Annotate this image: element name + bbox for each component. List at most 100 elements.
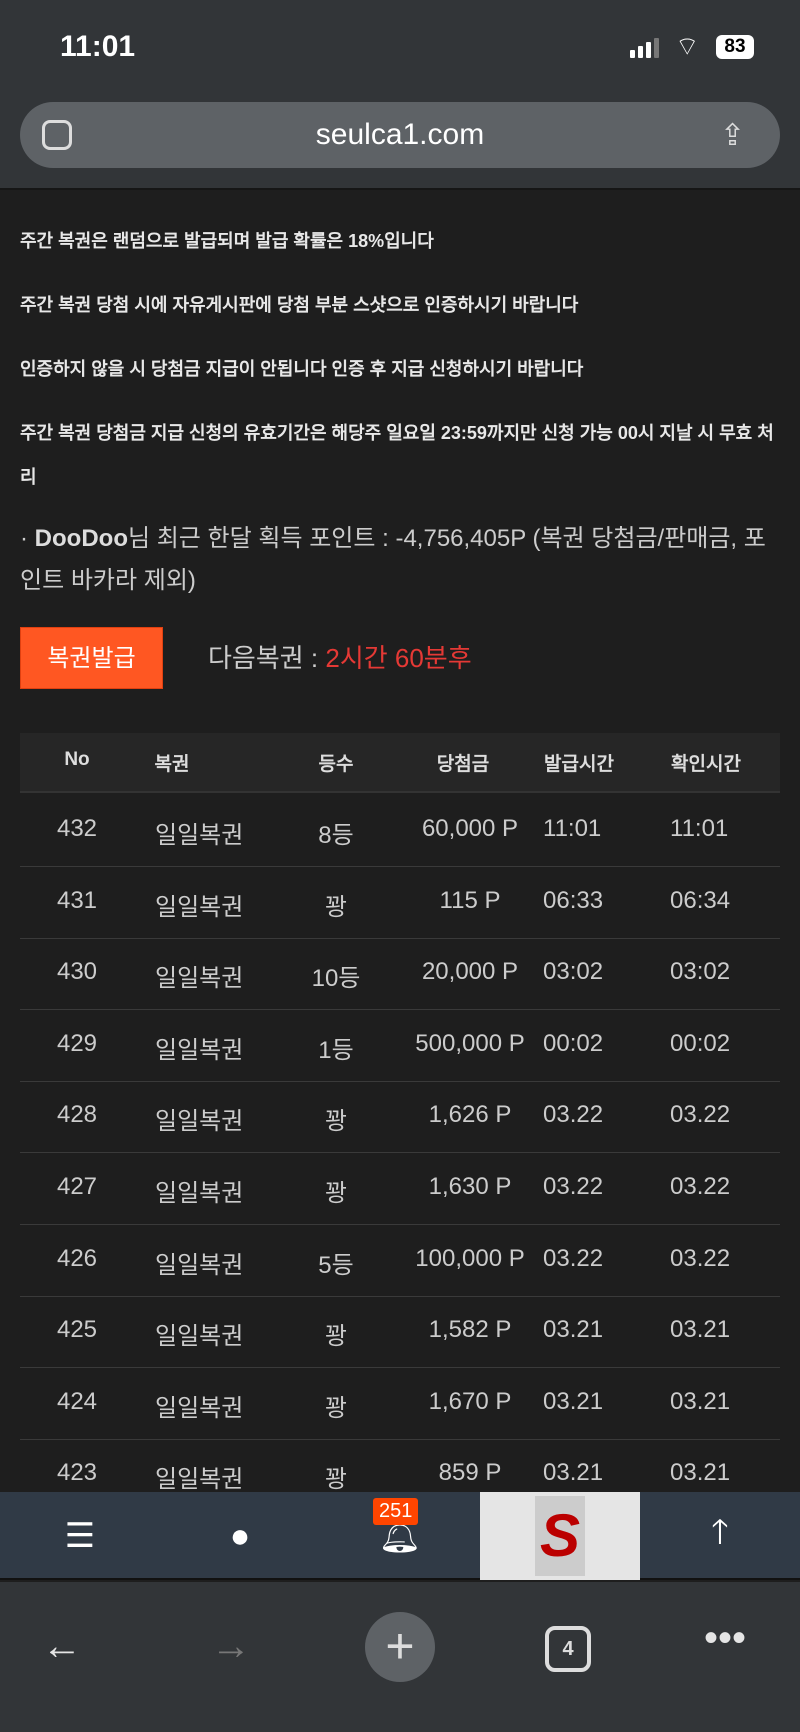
cell-rank: 5등 — [318, 1251, 354, 1279]
cell-lottery: 일일복권 — [155, 1108, 244, 1136]
cell-lottery: 일일복권 — [155, 822, 244, 849]
cell-prize: 100,000 P — [415, 1244, 525, 1272]
cell-rank: 꽝 — [324, 1394, 348, 1422]
browser-toolbar: ← → + 4 ••• — [0, 1582, 800, 1732]
cell-lottery: 일일복권 — [155, 1036, 244, 1064]
cell-issued: 06:33 — [543, 886, 604, 914]
header-checked: 확인시간 — [671, 754, 741, 775]
user-icon[interactable]: ● — [229, 1516, 251, 1555]
cell-no: 427 — [56, 1173, 98, 1200]
cell-checked: 03.22 — [670, 1101, 731, 1129]
share-icon[interactable]: ⇪ — [720, 119, 746, 152]
cell-rank: 꽝 — [324, 1108, 348, 1136]
cell-prize: 60,000 P — [421, 815, 519, 842]
status-time: 11:01 — [60, 30, 136, 63]
notice-line: 주간 복권 당첨금 지급 신청의 유효기간은 해당주 일요일 23:59까지만 … — [20, 423, 774, 487]
cell-no: 424 — [56, 1387, 98, 1415]
notification-badge: 251 — [373, 1498, 419, 1525]
cell-prize: 859 P — [438, 1459, 502, 1487]
table-row: 432 일일복권 8등 60,000 P 11:01 11:01 — [20, 795, 780, 867]
cell-prize: 20,000 P — [421, 958, 519, 986]
cell-prize: 115 P — [439, 886, 501, 914]
cell-prize: 1,626 P — [428, 1101, 512, 1129]
scroll-top-icon[interactable]: 🡑 — [711, 1512, 729, 1551]
forward-icon[interactable]: → — [211, 1624, 251, 1668]
bullet: · — [20, 525, 35, 552]
cell-prize: 1,630 P — [428, 1173, 512, 1200]
cell-prize: 1,582 P — [428, 1316, 512, 1344]
site-logo[interactable]: S — [480, 1492, 640, 1580]
table-row: 428 일일복권 꽝 1,626 P 03.22 03.22 — [20, 1081, 780, 1154]
cell-issued: 00:02 — [543, 1029, 604, 1057]
cell-lottery: 일일복권 — [155, 1180, 244, 1207]
cell-issued: 03.21 — [543, 1316, 604, 1344]
notice-line: 주간 복권 당첨 시에 자유게시판에 당첨 부분 스샷으로 인증하시기 바랍니다 — [20, 295, 579, 315]
cell-no: 428 — [56, 1101, 98, 1129]
cell-lottery: 일일복권 — [155, 1323, 244, 1351]
table-header: No 복권 등수 당첨금 발급시간 확인시간 — [20, 733, 780, 793]
cell-no: 425 — [56, 1316, 98, 1344]
menu-icon[interactable]: ☰ — [64, 1517, 96, 1555]
browser-header: 11:01 ⌔ 83 seulca1.com ⇪ — [0, 0, 800, 190]
header-no: No — [64, 749, 90, 770]
header-rank: 등수 — [318, 754, 354, 775]
table-row: 425 일일복권 꽝 1,582 P 03.21 03.21 — [20, 1296, 780, 1369]
cell-checked: 03.22 — [670, 1173, 731, 1200]
table-row: 431 일일복권 꽝 115 P 06:33 06:34 — [20, 867, 780, 939]
cell-checked: 11:01 — [670, 815, 729, 842]
cell-checked: 03.22 — [670, 1244, 731, 1272]
next-time: 2시간 60분후 — [325, 643, 472, 673]
site-bottom-nav: ☰ ● 🔔︎ 251 S 🡑 — [0, 1492, 800, 1580]
url-text[interactable]: seulca1.com — [315, 118, 485, 151]
battery-icon: 83 — [716, 35, 754, 59]
cell-lottery: 일일복권 — [155, 1251, 244, 1279]
cell-rank: 꽝 — [324, 893, 348, 921]
cell-prize: 1,670 P — [428, 1387, 512, 1415]
cell-no: 426 — [56, 1244, 98, 1272]
cell-checked: 06:34 — [670, 886, 731, 914]
cell-lottery: 일일복권 — [155, 893, 244, 921]
cell-issued: 03.21 — [543, 1459, 604, 1487]
address-bar[interactable]: seulca1.com ⇪ — [20, 102, 780, 168]
cell-issued: 03.22 — [543, 1101, 604, 1129]
back-icon[interactable]: ← — [42, 1624, 82, 1668]
cell-rank: 꽝 — [324, 1466, 348, 1494]
new-tab-icon[interactable]: + — [365, 1612, 435, 1682]
header-issued: 발급시간 — [544, 754, 614, 775]
more-icon[interactable]: ••• — [703, 1616, 746, 1660]
lens-icon[interactable] — [42, 120, 72, 150]
cell-issued: 11:01 — [543, 815, 602, 842]
header-lottery: 복권 — [154, 754, 190, 775]
cell-issued: 03.22 — [543, 1173, 604, 1200]
points-text: 님 최근 한달 획득 포인트 : -4,756,405P (복권 당첨금/판매금… — [20, 525, 766, 594]
notice-line: 주간 복권은 랜덤으로 발급되며 발급 확률은 18%입니다 — [20, 231, 434, 251]
cell-no: 429 — [56, 1029, 98, 1057]
tabs-button[interactable]: 4 — [545, 1626, 591, 1672]
cell-lottery: 일일복권 — [155, 1394, 244, 1422]
signal-icon — [630, 38, 659, 58]
cell-checked: 03.21 — [670, 1316, 731, 1344]
cell-checked: 03:02 — [670, 958, 731, 986]
table-row: 423 일일복권 꽝 859 P 03.21 03.21 — [20, 1439, 780, 1512]
username: DooDoo — [34, 525, 128, 552]
cell-lottery: 일일복권 — [155, 1466, 244, 1494]
header-prize: 당첨금 — [436, 754, 490, 775]
cell-prize: 500,000 P — [415, 1029, 525, 1057]
cell-checked: 03.21 — [670, 1387, 731, 1415]
cell-checked: 03.21 — [670, 1459, 731, 1487]
table-row: 426 일일복권 5등 100,000 P 03.22 03.22 — [20, 1225, 780, 1297]
cell-checked: 00:02 — [670, 1029, 731, 1057]
cell-no: 423 — [56, 1459, 98, 1487]
table-row: 430 일일복권 10등 20,000 P 03:02 03:02 — [20, 938, 780, 1011]
cell-issued: 03:02 — [543, 958, 604, 986]
issue-lottery-button[interactable]: 복권발급 — [20, 627, 163, 689]
monthly-points: · DooDoo님 최근 한달 획득 포인트 : -4,756,405P (복권… — [20, 518, 780, 602]
cell-rank: 8등 — [318, 822, 354, 849]
cell-no: 430 — [56, 958, 98, 986]
cell-issued: 03.21 — [543, 1387, 604, 1415]
cell-rank: 1등 — [318, 1036, 354, 1064]
logo-image: S — [535, 1496, 585, 1576]
cell-issued: 03.22 — [543, 1244, 604, 1272]
cell-lottery: 일일복권 — [155, 965, 244, 993]
wifi-icon: ⌔ — [675, 31, 700, 61]
